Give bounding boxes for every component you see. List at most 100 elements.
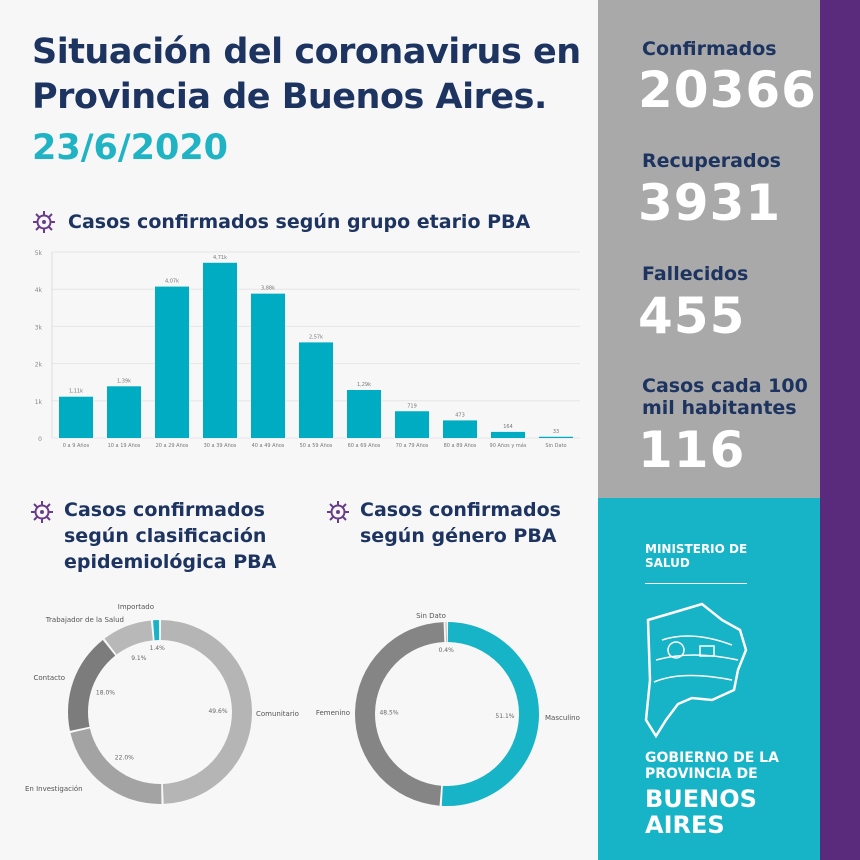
title-line: Casos confirmados: [64, 499, 265, 521]
deaths-label: Fallecidos: [642, 263, 749, 285]
government-label: GOBIERNO DE LA PROVINCIA DE: [645, 750, 779, 782]
y-tick-label: 1k: [35, 399, 43, 406]
gov-line: GOBIERNO DE LA: [645, 750, 779, 766]
y-tick-label: 3k: [35, 324, 43, 331]
rate-label-line: Casos cada 100: [642, 375, 808, 397]
report-date: 23/6/2020: [32, 128, 229, 168]
ministry-line: SALUD: [645, 556, 690, 570]
gender-chart-title: Casos confirmados según género PBA: [360, 497, 561, 549]
bar: [251, 293, 285, 438]
data-label: 164: [503, 424, 513, 430]
confirmed-value: 20366: [638, 61, 817, 119]
data-label: 1,11k: [69, 389, 83, 395]
x-tick-label: Sin Dato: [545, 443, 566, 449]
province-map-logo: [644, 602, 748, 739]
slice-label: Contacto: [33, 674, 65, 682]
data-label: 4,07k: [165, 279, 179, 285]
data-label: 1,39k: [117, 378, 131, 384]
x-tick-label: 30 a 39 Años: [204, 443, 237, 449]
y-tick-label: 4k: [35, 287, 43, 294]
slice-percent: 0.4%: [439, 647, 455, 654]
data-label: 4,71k: [213, 255, 227, 261]
data-label: 2,57k: [309, 334, 323, 340]
title-line-2: Provincia de Buenos Aires.: [32, 77, 547, 117]
slice-percent: 48.5%: [379, 710, 398, 717]
recovered-value: 3931: [638, 174, 782, 232]
ministry-label: MINISTERIO DE SALUD: [645, 542, 747, 570]
title-line: Casos confirmados: [360, 499, 561, 521]
classification-donut-chart: 49.6% Comunitario 22.0% En Investigación 18.…: [25, 603, 299, 804]
bar: [155, 286, 189, 438]
bar: [203, 262, 237, 438]
bar: [347, 390, 381, 438]
bar: [59, 396, 93, 438]
y-tick-label: 5k: [35, 250, 43, 257]
data-label: 719: [407, 403, 417, 409]
x-tick-label: 40 a 49 Años: [252, 443, 285, 449]
x-tick-label: 90 Años y más: [490, 442, 527, 449]
x-tick-label: 60 a 69 Años: [348, 443, 381, 449]
donut-slice: [354, 622, 445, 806]
bar: [299, 342, 333, 438]
side-stripe: [820, 0, 860, 860]
bar: [395, 411, 429, 438]
ministry-line: MINISTERIO DE: [645, 542, 748, 556]
slice-label: Trabajador de la Salud: [45, 616, 124, 624]
slice-label: Importado: [118, 603, 154, 611]
y-tick-label: 2k: [35, 362, 43, 369]
data-label: 473: [455, 412, 465, 418]
x-tick-label: 50 a 59 Años: [300, 443, 333, 449]
divider: [645, 583, 747, 584]
virus-icon: [33, 211, 55, 233]
donut-slice: [160, 620, 253, 804]
title-line: según género PBA: [360, 525, 557, 547]
slice-percent: 51.1%: [495, 713, 514, 720]
virus-icon: [327, 501, 349, 523]
y-tick-label: 0: [38, 436, 42, 443]
bar: [539, 436, 573, 438]
data-label: 1,29k: [357, 382, 371, 388]
age-chart-title: Casos confirmados según grupo etario PBA: [68, 211, 531, 233]
x-tick-label: 20 a 29 Años: [156, 443, 189, 449]
province-name: BUENOS AIRES: [645, 786, 757, 838]
rate-label: Casos cada 100 mil habitantes: [642, 375, 808, 419]
gov-line: BUENOS: [645, 785, 757, 813]
deaths-value: 455: [638, 287, 746, 345]
slice-label: Comunitario: [256, 710, 299, 718]
slice-label: En Investigación: [25, 785, 83, 793]
donut-slice: [68, 639, 116, 731]
donut-slice: [153, 620, 160, 641]
data-label: 33: [553, 429, 559, 435]
branding-panel: [598, 498, 820, 860]
confirmed-label: Confirmados: [642, 38, 777, 60]
slice-label: Femenino: [316, 709, 350, 717]
slice-label: Masculino: [545, 714, 580, 722]
donut-slice: [441, 622, 539, 806]
data-label: 3,88k: [261, 286, 275, 292]
gov-line: AIRES: [645, 811, 725, 839]
recovered-label: Recuperados: [642, 150, 781, 172]
slice-percent: 22.0%: [115, 755, 134, 762]
page-title: Situación del coronavirus en Provincia de…: [32, 30, 581, 120]
title-line: epidemiológica PBA: [64, 551, 277, 573]
x-tick-label: 10 a 19 Años: [108, 443, 141, 449]
rate-value: 116: [638, 421, 746, 479]
slice-percent: 49.6%: [208, 708, 227, 715]
slice-percent: 9.1%: [131, 655, 147, 662]
classification-chart-title: Casos confirmados según clasificación epid…: [64, 497, 276, 575]
age-bar-chart: 0 1k 2k 3k 4k 5k 1,11k 0 a 9 Años 1,39k 10 a 19 A…: [35, 250, 580, 449]
bar: [491, 431, 525, 438]
bar: [107, 386, 141, 438]
x-tick-label: 70 a 79 Años: [396, 443, 429, 449]
virus-icon: [31, 501, 53, 523]
gov-line: PROVINCIA DE: [645, 766, 758, 782]
donut-slice: [445, 622, 447, 643]
bar: [443, 420, 477, 438]
slice-label: Sin Dato: [416, 612, 446, 620]
slice-percent: 18.0%: [96, 689, 115, 696]
x-tick-label: 80 a 89 Años: [444, 443, 477, 449]
rate-label-line: mil habitantes: [642, 397, 797, 419]
donut-slice: [104, 620, 153, 655]
gender-donut-chart: 51.1% Masculino 48.5% Femenino 0.4% Sin Dato: [316, 612, 580, 806]
slice-percent: 1.4%: [150, 645, 166, 652]
